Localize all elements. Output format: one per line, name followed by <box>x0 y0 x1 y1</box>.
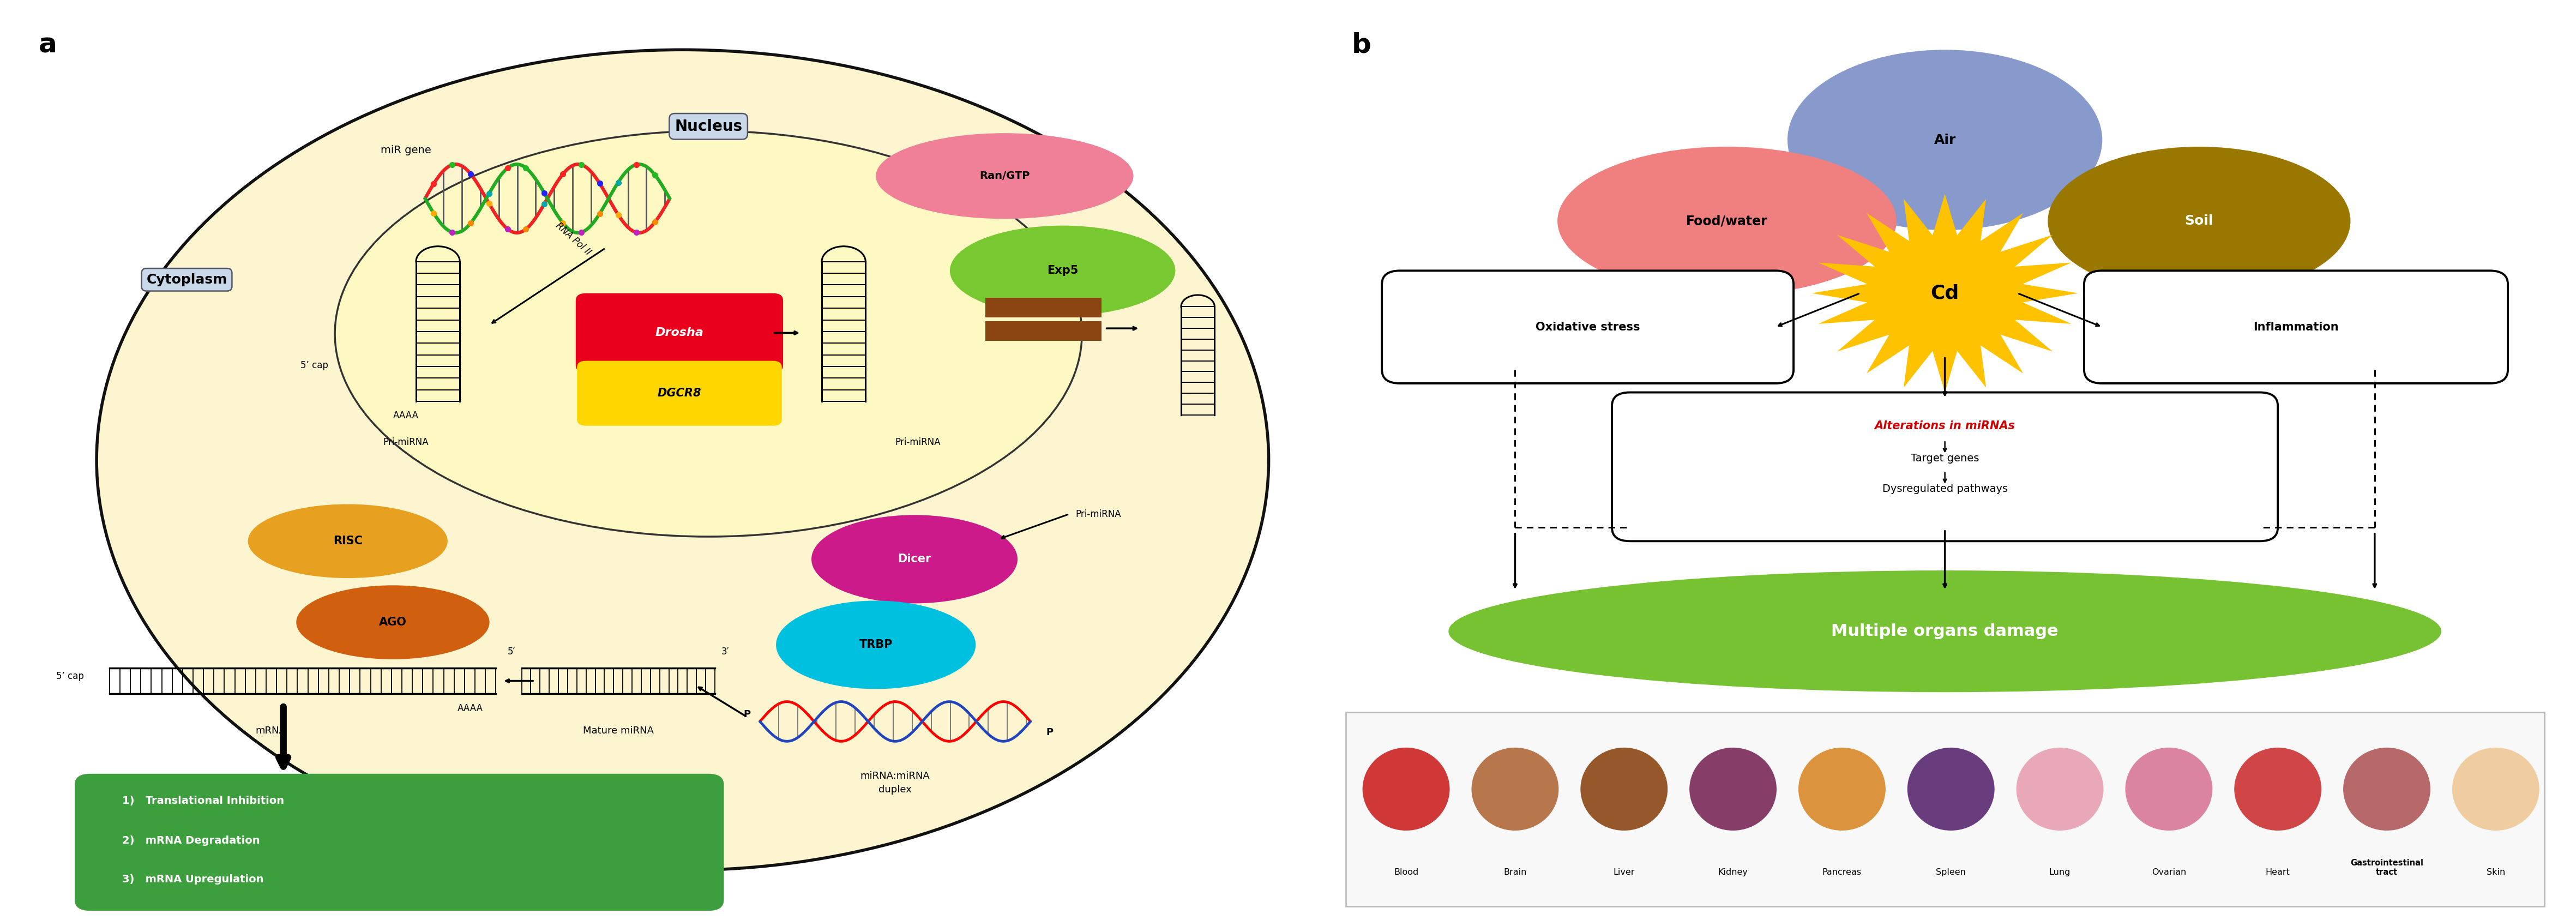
Text: Liver: Liver <box>1613 868 1636 877</box>
Text: Oxidative stress: Oxidative stress <box>1535 322 1641 332</box>
Text: Pri-miRNA: Pri-miRNA <box>1077 509 1121 519</box>
FancyBboxPatch shape <box>1345 712 2545 906</box>
Text: Target genes: Target genes <box>1911 453 1978 464</box>
Text: Inflammation: Inflammation <box>2254 322 2339 332</box>
Text: Food/water: Food/water <box>1687 214 1767 227</box>
Text: Cd: Cd <box>1929 284 1960 303</box>
Text: Exp5: Exp5 <box>1046 265 1079 276</box>
Text: Pri-miRNA: Pri-miRNA <box>896 437 940 447</box>
FancyBboxPatch shape <box>1381 270 1793 384</box>
Text: 3′: 3′ <box>721 647 729 657</box>
FancyBboxPatch shape <box>987 321 1103 341</box>
Text: Air: Air <box>1935 133 1955 146</box>
Text: Pancreas: Pancreas <box>1821 868 1862 877</box>
Text: AAAA: AAAA <box>394 410 417 420</box>
Ellipse shape <box>1471 748 1558 831</box>
Ellipse shape <box>2048 146 2349 295</box>
Text: DGCR8: DGCR8 <box>657 388 701 398</box>
Text: 3)   mRNA Upregulation: 3) mRNA Upregulation <box>124 874 263 884</box>
Text: Heart: Heart <box>2267 868 2290 877</box>
Text: Brain: Brain <box>1504 868 1528 877</box>
Text: AAAA: AAAA <box>459 704 482 713</box>
Ellipse shape <box>1788 50 2102 230</box>
Text: miRNA:miRNA
duplex: miRNA:miRNA duplex <box>860 771 930 795</box>
Text: P: P <box>744 709 750 719</box>
Ellipse shape <box>1448 570 2442 692</box>
Text: Dysregulated pathways: Dysregulated pathways <box>1883 484 2007 494</box>
Text: Dicer: Dicer <box>899 554 930 565</box>
Text: TRBP: TRBP <box>860 639 891 650</box>
FancyBboxPatch shape <box>1613 392 2277 541</box>
Text: Lung: Lung <box>2048 868 2071 877</box>
Ellipse shape <box>2344 748 2429 831</box>
Text: Cytoplasm: Cytoplasm <box>147 273 227 286</box>
Ellipse shape <box>2125 748 2213 831</box>
Ellipse shape <box>775 601 976 689</box>
Text: 5’ cap: 5’ cap <box>57 672 85 682</box>
Text: a: a <box>39 31 57 58</box>
Text: Spleen: Spleen <box>1937 868 1965 877</box>
Text: Soil: Soil <box>2184 214 2213 227</box>
Text: Kidney: Kidney <box>1718 868 1749 877</box>
Ellipse shape <box>247 504 448 578</box>
Ellipse shape <box>1798 748 1886 831</box>
Text: Mature miRNA: Mature miRNA <box>582 726 654 736</box>
Text: Drosha: Drosha <box>654 328 703 339</box>
Text: Ran/GTP: Ran/GTP <box>979 171 1030 181</box>
Text: mRNA: mRNA <box>255 726 286 736</box>
Ellipse shape <box>2452 748 2540 831</box>
Text: 1)   Translational Inhibition: 1) Translational Inhibition <box>124 796 283 806</box>
FancyBboxPatch shape <box>2084 270 2509 384</box>
FancyBboxPatch shape <box>75 774 724 911</box>
FancyBboxPatch shape <box>577 361 783 426</box>
Text: P: P <box>1046 728 1054 737</box>
Ellipse shape <box>1558 146 1896 295</box>
Text: miR gene: miR gene <box>381 144 430 155</box>
Text: RISC: RISC <box>332 535 363 546</box>
Text: 2)   mRNA Degradation: 2) mRNA Degradation <box>124 835 260 845</box>
Ellipse shape <box>2233 748 2321 831</box>
Polygon shape <box>1811 194 2079 392</box>
Ellipse shape <box>811 515 1018 604</box>
Text: 5’ cap: 5’ cap <box>301 361 330 370</box>
Text: Skin: Skin <box>2486 868 2504 877</box>
Ellipse shape <box>1690 748 1777 831</box>
Text: 5′: 5′ <box>507 647 515 657</box>
Ellipse shape <box>1363 748 1450 831</box>
Text: b: b <box>1352 31 1370 58</box>
Text: Alterations in miRNAs: Alterations in miRNAs <box>1875 420 2014 431</box>
Ellipse shape <box>296 585 489 660</box>
Text: Ovarian: Ovarian <box>2151 868 2187 877</box>
Circle shape <box>95 50 1270 870</box>
FancyBboxPatch shape <box>577 293 783 373</box>
FancyBboxPatch shape <box>987 298 1103 317</box>
Text: Blood: Blood <box>1394 868 1419 877</box>
Ellipse shape <box>951 225 1175 316</box>
Ellipse shape <box>335 131 1082 536</box>
Ellipse shape <box>1906 748 1994 831</box>
Text: Gastrointestinal
tract: Gastrointestinal tract <box>2349 859 2424 877</box>
Ellipse shape <box>876 133 1133 219</box>
Text: Pri-miRNA: Pri-miRNA <box>384 437 428 447</box>
Text: RNA Pol II: RNA Pol II <box>554 221 592 258</box>
Text: Multiple organs damage: Multiple organs damage <box>1832 624 2058 639</box>
Ellipse shape <box>1582 748 1667 831</box>
Text: AGO: AGO <box>379 616 407 627</box>
Ellipse shape <box>2017 748 2105 831</box>
Text: Nucleus: Nucleus <box>675 119 742 134</box>
